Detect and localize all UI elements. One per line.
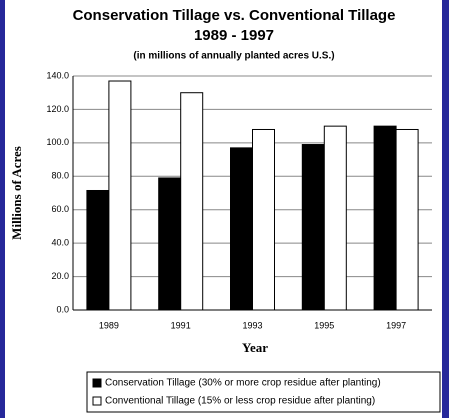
y-tick-label: 60.0 (51, 204, 69, 214)
bar (158, 177, 182, 311)
y-tick-label: 140.0 (46, 70, 69, 80)
y-tick-label: 100.0 (46, 137, 69, 147)
x-tick-label: 1997 (386, 320, 406, 330)
x-tick-label: 1989 (99, 320, 119, 330)
bar (108, 80, 132, 311)
bar (301, 144, 325, 311)
bar (373, 125, 397, 311)
background (5, 0, 442, 418)
y-tick-label: 120.0 (46, 104, 69, 114)
legend-label: Conservation Tillage (30% or more crop r… (105, 378, 381, 389)
y-tick-label: 0.0 (56, 304, 69, 314)
y-axis-label: Millions of Acres (9, 146, 24, 240)
x-tick-label: 1991 (171, 320, 191, 330)
legend-swatch (92, 396, 102, 406)
y-tick-label: 40.0 (51, 238, 69, 248)
legend-swatch (92, 378, 102, 388)
x-tick-label: 1995 (314, 320, 334, 330)
bar (180, 92, 204, 311)
y-tick-label: 20.0 (51, 271, 69, 281)
bar (230, 147, 253, 311)
chart-title: Conservation Tillage vs. Conventional Ti… (73, 7, 396, 24)
x-tick-label: 1993 (242, 320, 262, 330)
x-axis-label: Year (242, 340, 268, 355)
bar (252, 128, 275, 311)
chart-subtitle: (in millions of annually planted acres U… (133, 51, 334, 62)
y-tick-label: 80.0 (51, 171, 69, 181)
bar (395, 128, 419, 311)
legend-label: Conventional Tillage (15% or less crop r… (105, 396, 375, 407)
bar (86, 189, 110, 311)
chart-subtitle-year: 1989 - 1997 (194, 27, 274, 44)
bar (323, 125, 347, 311)
legend (86, 371, 441, 413)
